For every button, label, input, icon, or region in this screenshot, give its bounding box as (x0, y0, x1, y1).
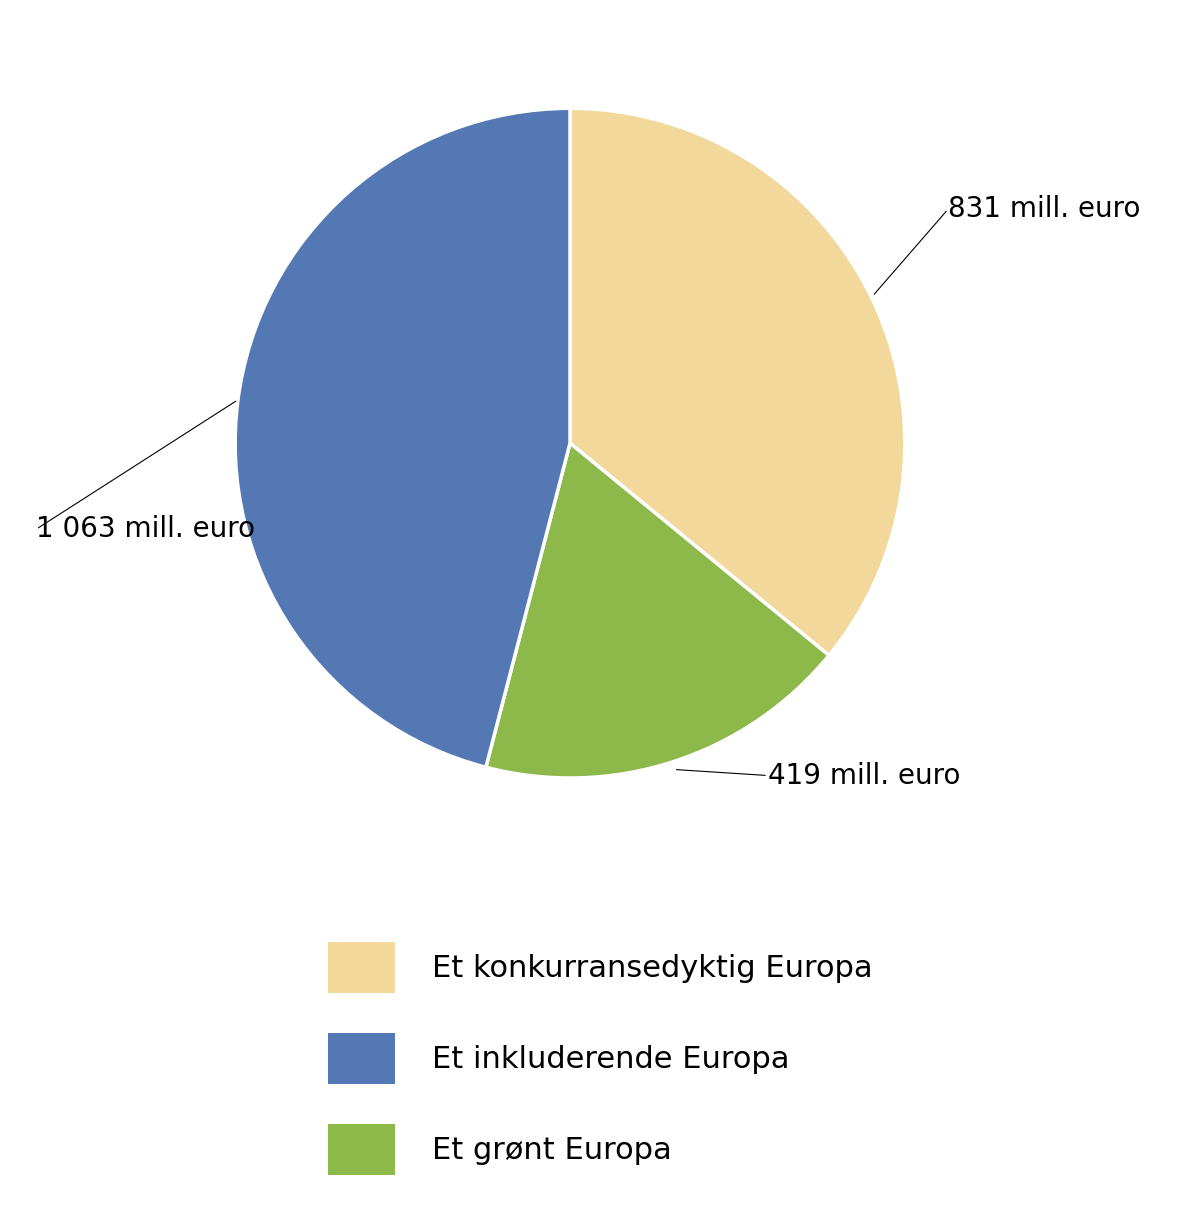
Wedge shape (486, 443, 829, 778)
Legend: Et konkurransedyktig Europa, Et inkluderende Europa, Et grønt Europa: Et konkurransedyktig Europa, Et inkluder… (298, 912, 902, 1205)
Text: 831 mill. euro: 831 mill. euro (948, 196, 1140, 223)
Wedge shape (570, 108, 905, 655)
Wedge shape (235, 108, 570, 767)
Text: 1 063 mill. euro: 1 063 mill. euro (36, 516, 256, 543)
Text: 419 mill. euro: 419 mill. euro (768, 762, 960, 789)
